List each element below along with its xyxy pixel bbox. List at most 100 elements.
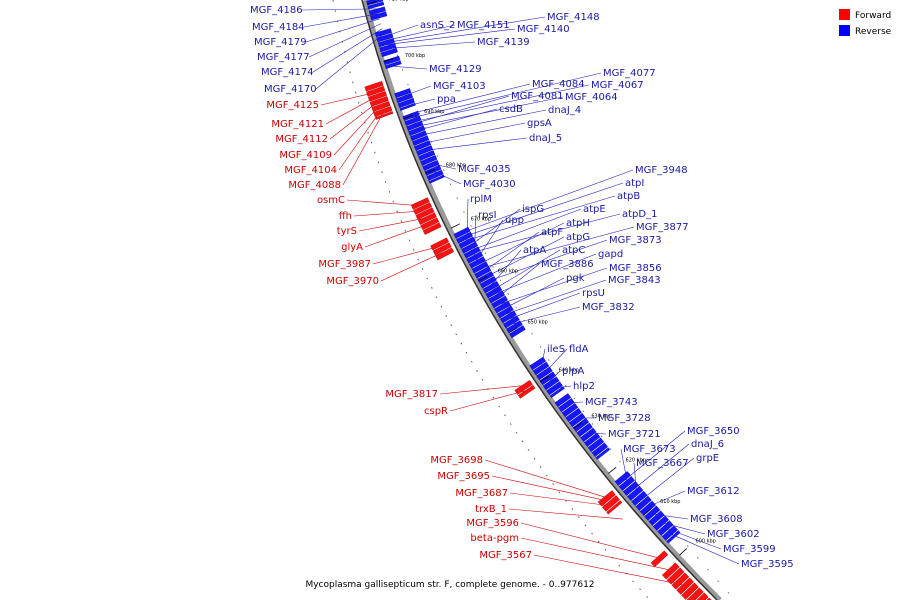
reverse-leader-line [468,208,521,247]
reverse-gene-block [384,60,402,70]
reverse-gene-block [466,251,484,264]
reverse-gene-block [383,55,401,66]
reverse-gene-block [412,135,430,146]
forward-leader-line [333,105,380,156]
reverse-gene-block [461,241,479,254]
scale-tick [508,327,518,334]
reverse-gene-block [420,155,438,166]
reverse-leader-line [415,96,564,127]
reverse-gene-block [536,366,553,381]
forward-leader-line [533,554,683,585]
gene-label-mgf-4035: MGF_4035 [458,164,511,175]
map-caption: Mycoplasma gallisepticum str. F, complet… [305,580,594,590]
gene-label-grpe: grpE [696,453,719,464]
gene-label-mgf-4186: MGF_4186 [250,5,303,16]
gene-label-mgf-4125: MGF_4125 [266,100,319,111]
gene-label-mgf-3695: MGF_3695 [437,471,490,482]
reverse-gene-block [565,407,582,423]
gene-label-mgf-4177: MGF_4177 [257,52,310,63]
scale-tick [540,375,549,383]
forward-gene-block [661,562,680,580]
gene-label-mgf-4088: MGF_4088 [288,180,341,191]
forward-gene-block [422,222,442,235]
scale-tick [573,422,582,429]
gene-label-iles: ileS [547,344,565,355]
gene-label-mgf-4109: MGF_4109 [279,150,332,161]
reverse-leader-line [305,18,380,43]
gene-label-rpsi: rpsI [478,210,497,221]
forward-leader-line [449,390,525,412]
reverse-leader-line [470,208,582,251]
gene-label-mgf-3612: MGF_3612 [687,486,740,497]
gene-label-dnaj-5: dnaJ_5 [529,133,562,144]
reverse-leader-line [485,236,565,278]
reverse-gene-block [404,115,422,127]
forward-leader-line [484,459,605,498]
reverse-gene-block [468,256,486,269]
reverse-gene-block [408,125,426,137]
reverse-leader-line [465,195,616,241]
reverse-leader-line [632,443,690,491]
reverse-leader-line [482,231,540,273]
reverse-gene-block [482,280,500,294]
reverse-gene-block [479,276,497,289]
gene-label-mgf-3595: MGF_3595 [741,559,794,570]
scale-tick-label: 620 kbp [626,458,646,464]
forward-leader-line [520,522,657,558]
scale-tick-label: 690 kbp [424,109,444,115]
gene-label-beta-pgm: beta-pgm [470,533,519,544]
reverse-gene-block [379,42,397,53]
gene-label-hlp2: hlp2 [573,381,595,392]
forward-gene-block [666,567,685,585]
inner-guide-arc [332,0,651,600]
reverse-leader-line [670,533,740,565]
gene-label-mgf-3987: MGF_3987 [318,259,371,270]
outer-guide-arc [391,39,736,600]
scale-tick [478,275,488,282]
scale-tick-label: 610 kbp [660,499,680,505]
reverse-gene-block [418,150,436,161]
reverse-gene-block [428,174,445,184]
gene-label-atph: atpH [566,218,590,229]
gene-label-mgf-3596: MGF_3596 [466,518,519,529]
forward-leader-line [338,109,382,171]
scale-tick [608,466,617,474]
reverse-leader-line [301,8,377,11]
scale-tick [425,169,435,174]
legend-forward-label: Forward [855,11,891,21]
gene-label-mgf-3877: MGF_3877 [636,222,689,233]
forward-leader-line [320,92,376,106]
forward-leader-line [346,199,421,207]
reverse-gene-block [576,422,593,438]
reverse-gene-block [399,102,416,111]
reverse-gene-block [502,315,520,329]
reverse-leader-line [624,430,686,481]
reverse-gene-block [587,437,605,453]
reverse-leader-line [386,16,546,43]
reverse-leader-line [385,24,456,41]
gene-label-mgf-3599: MGF_3599 [723,544,776,555]
gene-label-mgf-3567: MGF_3567 [479,550,532,561]
legend-forward-swatch [839,9,850,20]
forward-gene-block [375,111,394,120]
forward-leader-line [491,475,608,502]
gene-label-mgf-4067: MGF_4067 [591,80,644,91]
scale-tick-label: 700 kbp [405,53,425,59]
reverse-leader-line [386,28,516,45]
reverse-gene-block [652,515,670,531]
legend-reverse-swatch [839,25,850,36]
gene-label-mgf-3832: MGF_3832 [582,302,635,313]
scale-tick-label: 660 kbp [498,268,518,274]
gene-label-rplm: rplM [470,194,492,205]
reverse-gene-block [648,510,665,526]
gene-label-atpd-1: atpD_1 [622,209,657,220]
reverse-leader-line [312,28,383,73]
gene-label-mgf-4170: MGF_4170 [264,84,317,95]
forward-leader-line [353,210,423,217]
forward-gene-block [430,237,450,251]
scale-tick-label: 670 kbp [471,217,491,223]
scale-tick [679,548,687,556]
reverse-leader-line [497,263,540,299]
reverse-gene-block [368,6,386,16]
reverse-gene-block [595,447,611,460]
